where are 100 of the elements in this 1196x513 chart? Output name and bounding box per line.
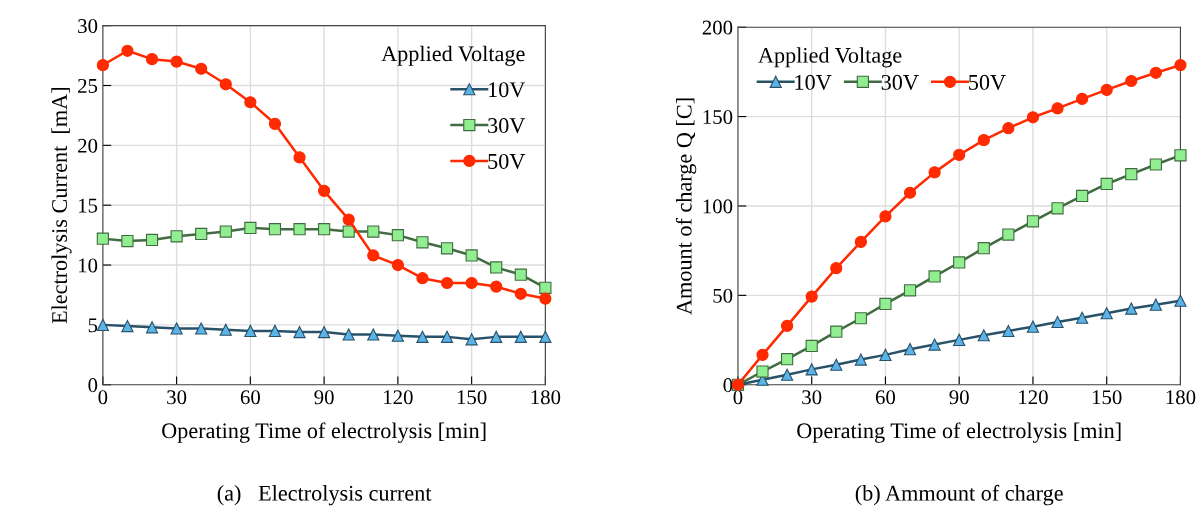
y-tick-label: 30 bbox=[78, 19, 98, 34]
x-tick-label: 120 bbox=[1019, 390, 1048, 405]
point bbox=[830, 262, 843, 275]
point bbox=[170, 322, 183, 335]
y-tick-label: 150 bbox=[703, 109, 733, 125]
y-tick-label: 10 bbox=[78, 258, 98, 273]
point bbox=[1100, 307, 1113, 320]
point bbox=[539, 330, 552, 343]
point bbox=[780, 353, 794, 366]
text: (b) Ammount of charge bbox=[855, 484, 1063, 506]
point bbox=[514, 287, 527, 300]
point bbox=[1026, 215, 1040, 228]
point bbox=[1076, 92, 1089, 105]
point bbox=[268, 324, 282, 337]
point bbox=[121, 44, 134, 57]
point bbox=[391, 258, 404, 272]
y-tick-label: 15 bbox=[78, 198, 98, 213]
point bbox=[318, 223, 331, 236]
point bbox=[318, 184, 331, 197]
point bbox=[391, 329, 404, 342]
point bbox=[953, 333, 966, 346]
legend-label: 30V bbox=[881, 74, 919, 90]
y-tick-label: 200 bbox=[702, 20, 733, 35]
point bbox=[145, 321, 159, 334]
y-tick-label: 20 bbox=[78, 138, 98, 153]
point bbox=[96, 232, 109, 245]
point bbox=[903, 343, 917, 356]
point bbox=[830, 325, 843, 338]
legend-label: 50V bbox=[969, 74, 1006, 90]
point bbox=[121, 234, 134, 248]
point bbox=[514, 330, 527, 343]
point bbox=[1149, 158, 1162, 171]
point bbox=[244, 96, 257, 109]
point bbox=[756, 365, 769, 378]
point bbox=[391, 229, 404, 242]
y-tick-label: 50 bbox=[713, 288, 733, 303]
point bbox=[465, 333, 478, 346]
x-tick-label: 180 bbox=[1166, 390, 1196, 405]
point bbox=[977, 242, 990, 255]
point bbox=[367, 225, 380, 238]
point bbox=[805, 290, 818, 303]
legend-title: Applied Voltage bbox=[381, 45, 525, 66]
point bbox=[219, 78, 232, 91]
point bbox=[1002, 122, 1015, 135]
point bbox=[268, 117, 282, 130]
point bbox=[490, 330, 503, 343]
point bbox=[465, 249, 478, 262]
point bbox=[928, 166, 941, 179]
legend-label: 10V bbox=[795, 74, 832, 90]
point bbox=[96, 59, 109, 72]
point bbox=[1174, 294, 1187, 307]
legend-label: 30V bbox=[488, 118, 526, 134]
point bbox=[1125, 74, 1138, 88]
point bbox=[244, 324, 257, 337]
x-tick-label: 120 bbox=[384, 390, 413, 405]
point bbox=[318, 325, 331, 339]
point bbox=[342, 213, 355, 226]
x-tick-label: 150 bbox=[457, 390, 487, 405]
point bbox=[780, 368, 794, 381]
point bbox=[244, 221, 257, 235]
y-tick-label: 0 bbox=[723, 378, 733, 393]
legend-title: Applied Voltage bbox=[758, 47, 902, 68]
point bbox=[830, 358, 843, 371]
point bbox=[1100, 177, 1113, 191]
point bbox=[1174, 58, 1187, 72]
point bbox=[416, 272, 429, 285]
point bbox=[854, 353, 867, 366]
y-axis-title: Amount of charge Q [C] bbox=[675, 98, 697, 315]
x-tick-label: 60 bbox=[240, 390, 260, 405]
point bbox=[977, 329, 990, 342]
y-tick-label: 5 bbox=[88, 318, 98, 333]
point bbox=[293, 151, 306, 164]
point bbox=[490, 280, 503, 293]
point bbox=[465, 276, 478, 290]
point bbox=[293, 223, 306, 236]
point bbox=[219, 225, 232, 238]
point bbox=[440, 330, 454, 343]
point bbox=[145, 233, 159, 247]
point bbox=[219, 323, 232, 336]
x-tick-label: 180 bbox=[531, 390, 561, 405]
point bbox=[1100, 83, 1113, 97]
x-tick-label: 30 bbox=[167, 390, 187, 405]
point bbox=[490, 261, 503, 274]
point bbox=[879, 210, 892, 223]
x-tick-label: 0 bbox=[733, 390, 743, 405]
point bbox=[1125, 168, 1138, 181]
point bbox=[145, 53, 159, 66]
legend-label: 50V bbox=[488, 153, 526, 169]
y-tick-label: 100 bbox=[703, 199, 733, 214]
point bbox=[1125, 302, 1138, 315]
point bbox=[1149, 66, 1162, 79]
point bbox=[1002, 324, 1015, 338]
legend-label: 10V bbox=[489, 82, 526, 98]
point bbox=[195, 227, 208, 241]
y-axis-title: Electrolysis Current [mA] bbox=[51, 88, 72, 324]
point bbox=[367, 328, 380, 341]
point bbox=[903, 284, 917, 297]
point bbox=[805, 339, 818, 353]
point bbox=[367, 249, 380, 262]
point bbox=[1051, 315, 1064, 329]
